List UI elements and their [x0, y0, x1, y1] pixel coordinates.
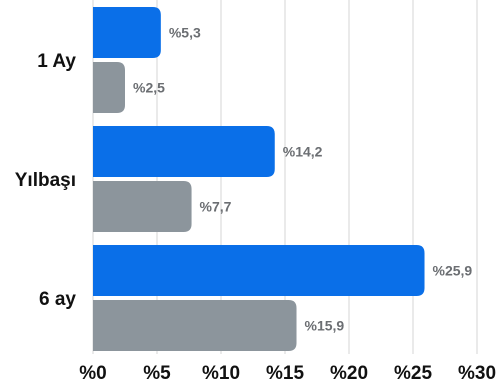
x-tick-label: %25	[394, 363, 432, 384]
bar	[93, 300, 297, 351]
data-label: %5,3	[169, 25, 201, 41]
category-label: 1 Ay	[37, 51, 76, 72]
x-axis-tick-labels: %0 %5 %10 %15 %20 %25 %30	[79, 363, 496, 384]
data-label: %15,9	[305, 318, 345, 334]
data-labels: %5,3 %2,5 %14,2 %7,7 %25,9 %15,9	[133, 25, 472, 334]
bar	[93, 245, 425, 296]
category-labels: 1 Ay Yılbaşı 6 ay	[15, 51, 77, 310]
category-label: Yılbaşı	[15, 170, 76, 191]
x-tick-label: %0	[79, 363, 106, 384]
x-tick-label: %5	[143, 363, 171, 384]
data-label: %7,7	[200, 199, 232, 215]
bar	[93, 126, 275, 177]
data-label: %25,9	[433, 263, 473, 279]
x-tick-label: %10	[202, 363, 240, 384]
data-label: %2,5	[133, 80, 165, 96]
bar	[93, 62, 125, 113]
category-label: 6 ay	[39, 289, 76, 310]
bar	[93, 7, 161, 58]
x-tick-label: %15	[266, 363, 304, 384]
bar	[93, 181, 192, 232]
bars	[93, 7, 425, 351]
data-label: %14,2	[283, 144, 323, 160]
x-tick-label: %30	[458, 363, 496, 384]
x-tick-label: %20	[330, 363, 368, 384]
